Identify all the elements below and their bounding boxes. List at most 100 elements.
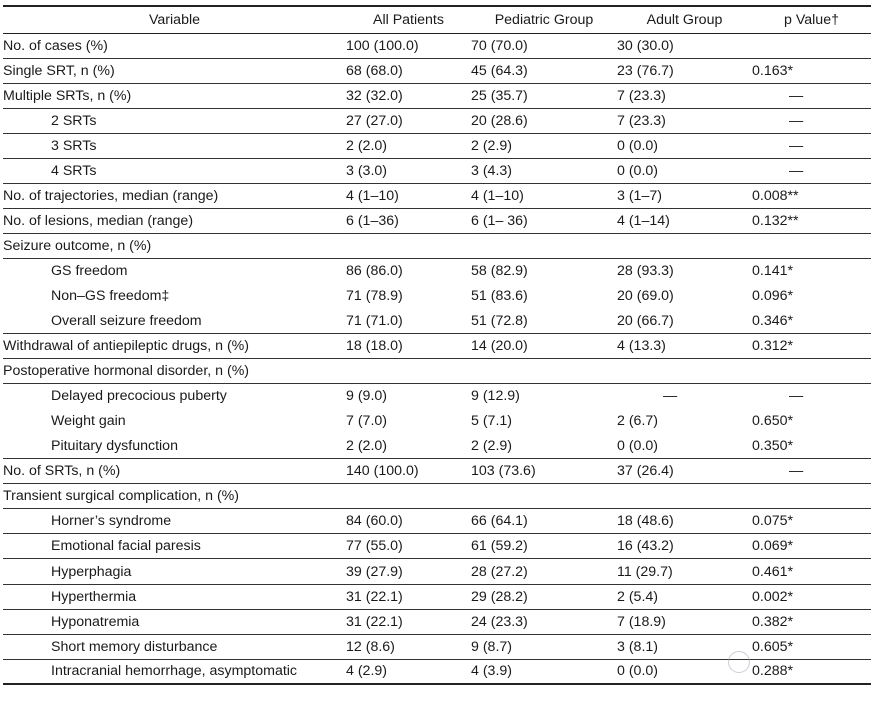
table-row: GS freedom 86 (86.0) 58 (82.9) 28 (93.3) 0.1…: [3, 258, 871, 283]
cell-p-value: 0.461*: [752, 558, 871, 585]
cell-pediatric: [471, 233, 617, 259]
cell-adult: 0 (0.0): [617, 158, 752, 184]
cell-pediatric: 58 (82.9): [471, 263, 528, 280]
table-row: 2 SRTs 27 (27.0) 20 (28.6) 7 (23.3) —: [3, 108, 871, 134]
row-label: Non–GS freedom‡: [51, 287, 170, 304]
table-row: Hyperphagia 39 (27.9) 28 (27.2) 11 (29.7) 0.…: [3, 558, 871, 585]
header-pediatric-group: Pediatric Group: [471, 5, 617, 34]
table-row: Hyponatremia 31 (22.1) 24 (23.3) 7 (18.9) 0.…: [3, 609, 871, 635]
table-row: Withdrawal of antiepileptic drugs, n (%)…: [3, 333, 871, 360]
table-row: No. of trajectories, median (range) 4 (1–…: [3, 183, 871, 209]
cell-p-value: 0.096*: [752, 287, 794, 304]
cell-pediatric: 2 (2.9): [471, 433, 617, 460]
cell-all-patients: [346, 233, 471, 259]
table-row: Horner’s syndrome 84 (60.0) 66 (64.1) 18 (4…: [3, 508, 871, 535]
cell-all-patients: 7 (7.0): [346, 413, 388, 430]
row-label: Intracranial hemorrhage, asymptomatic: [3, 659, 346, 686]
cell-all-patients: 31 (22.1): [346, 609, 471, 635]
row-label: Short memory disturbance: [3, 634, 346, 660]
cell-adult: 20 (69.0): [617, 287, 674, 304]
table-row: Seizure outcome, n (%): [3, 233, 871, 259]
cell-adult: 0 (0.0): [617, 433, 752, 460]
cell-all-patients: 68 (68.0): [346, 58, 471, 84]
table-header-row: Variable All Patients Pediatric Group Ad…: [3, 5, 871, 34]
cell-p-value: —: [789, 388, 804, 405]
cell-all-patients: 18 (18.0): [346, 333, 471, 360]
cell-p-value: 0.141*: [752, 263, 794, 280]
cell-all-patients: 39 (27.9): [346, 558, 471, 585]
cell-pediatric: [471, 483, 617, 510]
table-row: Transient surgical complication, n (%): [3, 483, 871, 510]
cell-p-value: —: [752, 458, 871, 485]
table-row: Pituitary dysfunction 2 (2.0) 2 (2.9) 0 (0.…: [3, 433, 871, 460]
row-label: 2 SRTs: [3, 108, 346, 134]
cell-adult: —: [663, 388, 678, 405]
cell-adult: 16 (43.2): [617, 533, 752, 560]
cell-adult: 3 (1–7): [617, 183, 752, 209]
cell-all-patients: 27 (27.0): [346, 108, 471, 134]
cell-all-patients: 84 (60.0): [346, 508, 471, 535]
cell-adult: 23 (76.7): [617, 58, 752, 84]
cell-adult: 7 (18.9): [617, 609, 752, 635]
cell-p-value: 0.346*: [752, 308, 871, 335]
cell-p-value: [752, 33, 871, 59]
table-row: Multiple SRTs, n (%) 32 (32.0) 25 (35.7) 7 …: [3, 83, 871, 109]
row-label: Seizure outcome, n (%): [3, 233, 346, 259]
cell-pediatric: 3 (4.3): [471, 158, 617, 184]
table-row: 3 SRTs 2 (2.0) 2 (2.9) 0 (0.0) —: [3, 133, 871, 159]
cell-adult: 30 (30.0): [617, 33, 752, 59]
cell-all-patients: 100 (100.0): [346, 33, 471, 59]
cell-pediatric: 4 (1–10): [471, 183, 617, 209]
table-row: Weight gain 7 (7.0) 5 (7.1) 2 (6.7) 0.650*: [3, 409, 871, 434]
cell-pediatric: [471, 358, 617, 385]
row-label: No. of trajectories, median (range): [3, 183, 346, 209]
row-label: No. of lesions, median (range): [3, 208, 346, 234]
cell-all-patients: [346, 358, 471, 385]
cell-pediatric: 9 (8.7): [471, 634, 617, 660]
table-row: No. of lesions, median (range) 6 (1–36) 6 …: [3, 208, 871, 234]
cell-adult: 7 (23.3): [617, 83, 752, 109]
cell-all-patients: [346, 483, 471, 510]
cell-p-value: —: [752, 108, 871, 134]
cell-adult: 2 (6.7): [617, 413, 659, 430]
table-row: Delayed precocious puberty 9 (9.0) 9 (12.9…: [3, 384, 871, 409]
table-row: Single SRT, n (%) 68 (68.0) 45 (64.3) 23 (7…: [3, 58, 871, 84]
watermark-logo-icon: [728, 651, 750, 673]
cell-adult: 2 (5.4): [617, 584, 752, 610]
row-label: Withdrawal of antiepileptic drugs, n (%): [3, 333, 346, 360]
cell-adult: 4 (1–14): [617, 208, 752, 234]
table-row: Non–GS freedom‡ 71 (78.9) 51 (83.6) 20 (69.…: [3, 283, 871, 308]
cell-p-value: 0.382*: [752, 609, 871, 635]
cell-adult: 7 (23.3): [617, 108, 752, 134]
cell-all-patients: 4 (2.9): [346, 659, 471, 686]
row-label: No. of SRTs, n (%): [3, 458, 346, 485]
cell-p-value: —: [752, 83, 871, 109]
cell-all-patients: 6 (1–36): [346, 208, 471, 234]
cell-adult: [617, 233, 752, 259]
cell-adult: 28 (93.3): [617, 263, 674, 280]
cell-all-patients: 32 (32.0): [346, 83, 471, 109]
cell-pediatric: 20 (28.6): [471, 108, 617, 134]
cell-all-patients: 31 (22.1): [346, 584, 471, 610]
cell-pediatric: 25 (35.7): [471, 83, 617, 109]
table-row: No. of cases (%) 100 (100.0) 70 (70.0) 30 (…: [3, 33, 871, 59]
cell-p-value: [752, 233, 871, 259]
cell-pediatric: 9 (12.9): [471, 388, 520, 405]
cell-p-value: 0.002*: [752, 584, 871, 610]
table-row: Short memory disturbance 12 (8.6) 9 (8.7) 3…: [3, 634, 871, 660]
table-row: Hyperthermia 31 (22.1) 29 (28.2) 2 (5.4) 0.0…: [3, 584, 871, 610]
results-table: Variable All Patients Pediatric Group Ad…: [3, 5, 871, 686]
row-label: No. of cases (%): [3, 33, 346, 59]
cell-p-value: —: [752, 133, 871, 159]
cell-pediatric: 51 (83.6): [471, 287, 528, 304]
cell-all-patients: 12 (8.6): [346, 634, 471, 660]
cell-all-patients: 2 (2.0): [346, 133, 471, 159]
cell-p-value: —: [752, 158, 871, 184]
header-adult-group: Adult Group: [617, 5, 752, 34]
row-label: Weight gain: [51, 413, 126, 430]
cell-p-value: [752, 358, 871, 385]
cell-p-value: 0.069*: [752, 533, 871, 560]
cell-p-value: 0.605*: [752, 634, 871, 660]
cell-p-value: 0.288*: [752, 659, 871, 686]
cell-p-value: 0.350*: [752, 433, 871, 460]
